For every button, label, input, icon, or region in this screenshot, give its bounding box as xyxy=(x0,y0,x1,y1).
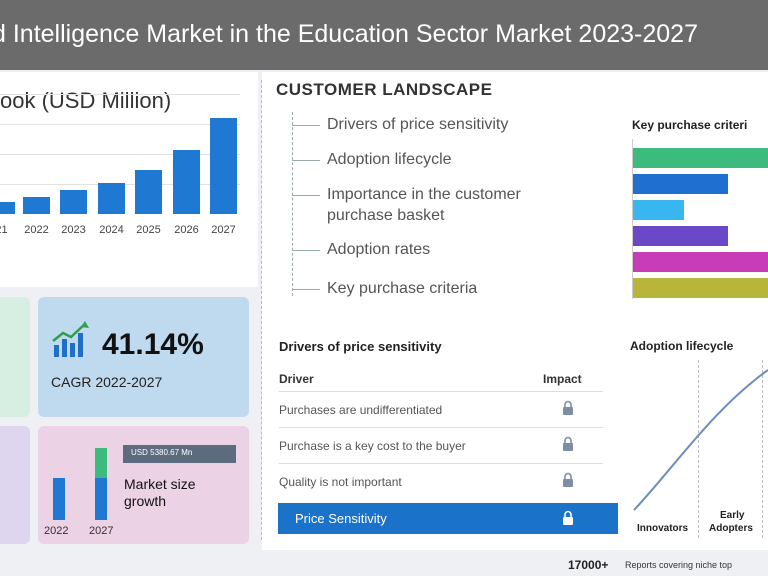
growth-bar-2022 xyxy=(53,478,65,520)
cagr-card: 41.14% CAGR 2022-2027 xyxy=(38,297,249,417)
chart-tick-label: 21 xyxy=(0,224,8,236)
growth-chart-icon xyxy=(52,321,89,357)
growth-year-2027: 2027 xyxy=(89,525,114,537)
key-purchase-bar xyxy=(633,252,768,272)
growth-label-2: growth xyxy=(124,493,167,509)
grid-line xyxy=(0,94,240,95)
key-purchase-bar xyxy=(633,278,768,298)
growth-bar-2027-increment xyxy=(95,448,107,478)
left-card-green xyxy=(0,297,30,417)
lock-icon xyxy=(563,436,573,451)
chart-bar xyxy=(60,190,87,214)
tree-branch xyxy=(292,160,320,161)
footer-text: Reports covering niche top xyxy=(625,560,733,570)
chart-bar xyxy=(23,196,50,214)
chart-tick-label: 2022 xyxy=(24,224,49,236)
title-bar: d Intelligence Market in the Education S… xyxy=(0,0,768,70)
kpc-axis xyxy=(632,139,633,299)
customer-landscape-title: CUSTOMER LANDSCAPE xyxy=(276,80,493,99)
driver-column-header: Driver xyxy=(279,372,314,386)
chart-tick-label: 2024 xyxy=(99,224,124,236)
row-divider xyxy=(279,391,603,392)
landscape-item: Adoption lifecycle xyxy=(327,151,452,168)
tree-branch xyxy=(292,195,320,196)
lock-icon xyxy=(563,400,573,415)
chart-tick-label: 2023 xyxy=(61,224,86,236)
adoption-separator xyxy=(698,360,700,538)
price-sensitivity-label: Price Sensitivity xyxy=(295,511,387,526)
tree-branch xyxy=(292,289,320,290)
landscape-tree-line xyxy=(292,112,294,296)
chart-tick-label: 2026 xyxy=(174,224,199,236)
lock-icon xyxy=(563,472,573,487)
table-row: Purchase is a key cost to the buyer xyxy=(279,439,466,453)
chart-bar xyxy=(135,170,162,214)
landscape-item: purchase basket xyxy=(327,207,445,224)
adoption-lifecycle-title: Adoption lifecycle xyxy=(630,339,734,353)
key-purchase-bar xyxy=(633,200,685,220)
landscape-item: Drivers of price sensitivity xyxy=(327,116,509,133)
tree-branch xyxy=(292,250,320,251)
row-divider xyxy=(279,463,603,464)
key-purchase-bar xyxy=(633,148,768,168)
chart-bar xyxy=(173,150,200,214)
cagr-label: CAGR 2022-2027 xyxy=(51,374,163,390)
growth-year-2022: 2022 xyxy=(44,525,69,537)
grid-line xyxy=(0,124,240,125)
impact-column-header: Impact xyxy=(543,372,582,386)
table-row: Quality is not important xyxy=(279,475,402,489)
key-purchase-bar xyxy=(633,174,728,194)
tree-branch xyxy=(292,125,320,126)
adoption-label-adopters: Adopters xyxy=(709,523,753,534)
page-title: d Intelligence Market in the Education S… xyxy=(0,20,698,48)
grid-line xyxy=(0,154,240,155)
outlook-title: ook (USD Million) xyxy=(0,88,172,113)
landscape-item: Importance in the customer xyxy=(327,186,521,203)
price-sensitivity-title: Drivers of price sensitivity xyxy=(279,339,442,354)
landscape-item: Key purchase criteria xyxy=(327,280,478,297)
row-divider xyxy=(279,427,603,428)
key-purchase-title: Key purchase criteri xyxy=(632,118,748,132)
growth-badge-text: USD 5380.67 Mn xyxy=(131,448,193,457)
landscape-item: Adoption rates xyxy=(327,241,431,258)
footer: 17000+ Reports covering niche top xyxy=(0,550,768,576)
table-row: Purchases are undifferentiated xyxy=(279,403,443,417)
chart-tick-label: 2025 xyxy=(136,224,161,236)
growth-bar-2027-base xyxy=(95,478,107,520)
chart-tick-label: 2027 xyxy=(211,224,236,236)
growth-label-1: Market size xyxy=(124,476,196,492)
adoption-separator xyxy=(762,360,764,538)
adoption-label-innovators: Innovators xyxy=(637,523,689,534)
price-sensitivity-row: Price Sensitivity xyxy=(278,503,618,534)
left-card-purple xyxy=(0,426,30,544)
market-growth-card: 2022 2027 USD 5380.67 Mn Market size gro… xyxy=(38,426,249,544)
footer-count: 17000+ xyxy=(568,558,609,572)
chart-bar xyxy=(210,118,237,214)
chart-bar xyxy=(98,183,125,214)
panel-divider xyxy=(261,80,263,540)
adoption-curve xyxy=(633,369,768,511)
adoption-label-early: Early xyxy=(720,510,745,521)
chart-bar xyxy=(0,202,15,214)
cagr-value: 41.14% xyxy=(102,328,204,361)
key-purchase-bar xyxy=(633,226,728,246)
lock-icon xyxy=(563,510,573,525)
growth-badge: USD 5380.67 Mn xyxy=(123,445,236,463)
